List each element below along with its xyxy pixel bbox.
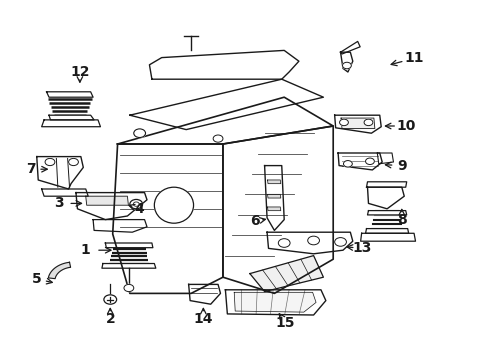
Circle shape <box>124 284 134 292</box>
Text: 15: 15 <box>276 316 295 330</box>
Polygon shape <box>47 92 93 97</box>
Polygon shape <box>49 262 71 279</box>
Text: 13: 13 <box>353 242 372 255</box>
Circle shape <box>340 119 348 126</box>
Polygon shape <box>377 153 393 164</box>
Polygon shape <box>338 153 382 170</box>
Polygon shape <box>268 194 281 198</box>
Polygon shape <box>225 290 326 315</box>
Polygon shape <box>93 220 147 232</box>
Text: 11: 11 <box>404 51 424 65</box>
Text: 6: 6 <box>250 215 260 228</box>
Text: 4: 4 <box>135 202 145 216</box>
Text: 1: 1 <box>81 243 91 257</box>
Polygon shape <box>268 180 281 184</box>
Text: 9: 9 <box>397 159 407 172</box>
Polygon shape <box>223 126 333 293</box>
Circle shape <box>134 129 146 138</box>
Text: 10: 10 <box>396 119 416 133</box>
Circle shape <box>343 62 351 69</box>
Polygon shape <box>341 118 375 129</box>
Circle shape <box>45 158 55 166</box>
Polygon shape <box>42 189 88 196</box>
Text: 2: 2 <box>105 312 115 325</box>
Polygon shape <box>102 264 156 268</box>
Circle shape <box>308 236 319 245</box>
Polygon shape <box>86 196 128 205</box>
Polygon shape <box>76 193 147 220</box>
Text: 3: 3 <box>54 197 64 210</box>
Polygon shape <box>265 166 284 230</box>
Text: 5: 5 <box>32 272 42 286</box>
Polygon shape <box>366 229 409 233</box>
Polygon shape <box>118 97 333 144</box>
Circle shape <box>104 295 117 304</box>
Polygon shape <box>42 120 100 127</box>
Polygon shape <box>368 211 407 215</box>
Polygon shape <box>37 157 83 189</box>
Ellipse shape <box>154 187 194 223</box>
Circle shape <box>130 199 143 209</box>
Polygon shape <box>105 243 153 248</box>
Text: 14: 14 <box>194 312 213 325</box>
Polygon shape <box>149 50 299 79</box>
Text: 8: 8 <box>397 213 407 226</box>
Circle shape <box>278 239 290 247</box>
Polygon shape <box>234 292 316 312</box>
Polygon shape <box>49 115 94 120</box>
Polygon shape <box>250 256 323 292</box>
Polygon shape <box>267 232 353 254</box>
Polygon shape <box>341 41 360 54</box>
Polygon shape <box>335 115 381 133</box>
Polygon shape <box>130 79 323 130</box>
Circle shape <box>335 238 346 246</box>
Polygon shape <box>113 144 223 293</box>
Circle shape <box>364 119 373 126</box>
Polygon shape <box>361 233 416 241</box>
Circle shape <box>213 135 223 142</box>
Circle shape <box>343 161 352 167</box>
Circle shape <box>133 202 139 206</box>
Circle shape <box>366 158 374 165</box>
Polygon shape <box>368 187 404 209</box>
Polygon shape <box>341 52 353 72</box>
Circle shape <box>69 158 78 166</box>
Polygon shape <box>367 182 407 187</box>
Text: 7: 7 <box>26 162 36 176</box>
Polygon shape <box>268 207 281 211</box>
Polygon shape <box>189 284 220 304</box>
Text: 12: 12 <box>70 65 90 79</box>
